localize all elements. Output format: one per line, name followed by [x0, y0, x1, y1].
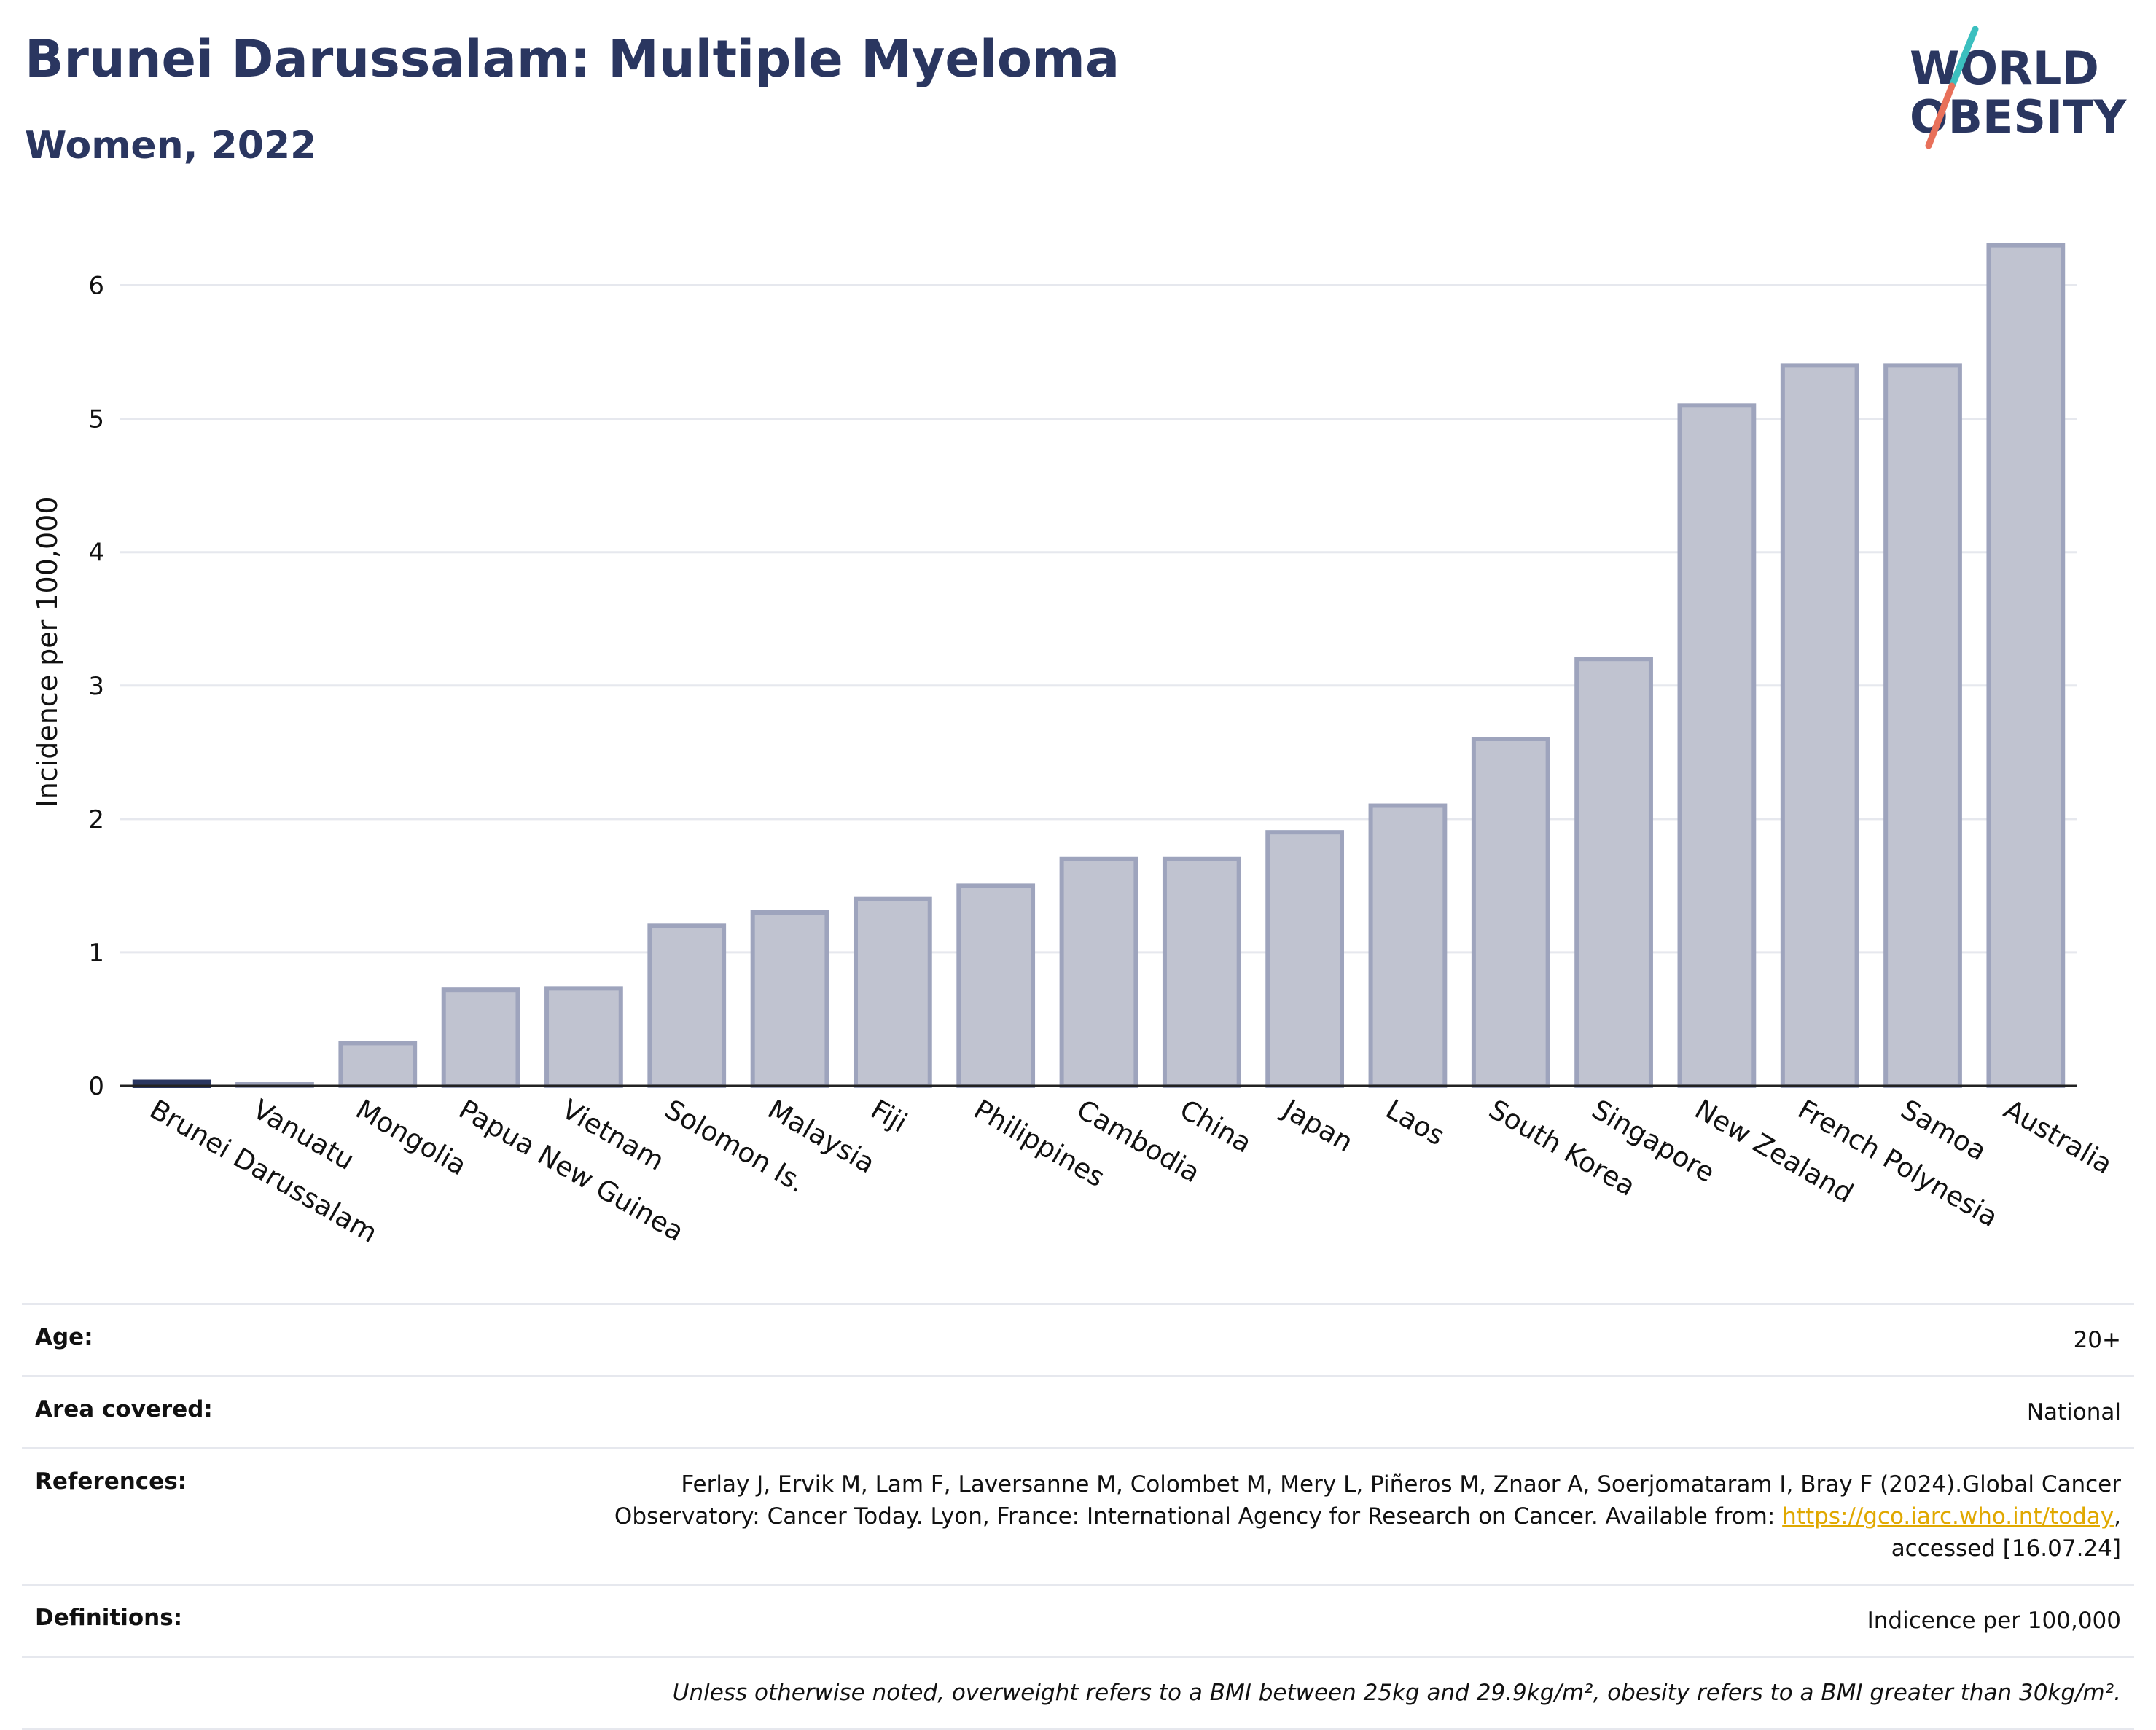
bar: [750, 910, 829, 1088]
y-tick-label: 1: [88, 939, 104, 968]
area-label: Area covered:: [35, 1396, 213, 1422]
y-tick-label: 6: [88, 272, 104, 301]
page-title: Brunei Darussalam: Multiple Myeloma: [25, 29, 1120, 89]
x-tick-label: Mongolia: [351, 1094, 472, 1182]
bar: [956, 883, 1036, 1089]
definitions-value: Indicence per 100,000: [1867, 1608, 2121, 1634]
info-row-definitions: Definitions: Indicence per 100,000: [22, 1584, 2134, 1656]
y-tick-label: 0: [88, 1072, 104, 1101]
bar: [1471, 737, 1550, 1088]
references-text-1: Ferlay J, Ervik M, Lam F, Laversanne M, …: [681, 1471, 2121, 1498]
age-label: Age:: [35, 1324, 93, 1350]
bar: [1059, 856, 1138, 1088]
references-link[interactable]: https://gco.iarc.who.int/today: [1782, 1503, 2114, 1530]
info-row-age: Age: 20+: [22, 1303, 2134, 1375]
bar: [1162, 856, 1241, 1088]
bar: [1574, 657, 1653, 1088]
y-tick-label: 2: [88, 805, 104, 834]
references-text-4: accessed [16.07.24]: [1891, 1535, 2121, 1562]
bar: [1368, 803, 1448, 1088]
info-row-references: References: Ferlay J, Ervik M, Lam F, La…: [22, 1447, 2134, 1584]
definitions-label: Definitions:: [35, 1605, 183, 1631]
references-value: Ferlay J, Ervik M, Lam F, Laversanne M, …: [614, 1468, 2121, 1565]
bar: [544, 986, 623, 1089]
x-tick-label: China: [1174, 1094, 1257, 1159]
bar: [647, 923, 727, 1088]
y-tick-label: 4: [88, 539, 104, 568]
x-tick-label: Fiji: [865, 1094, 912, 1139]
page-subtitle: Women, 2022: [25, 124, 317, 168]
x-tick-label: Australia: [1999, 1094, 2117, 1181]
bar: [1883, 363, 1962, 1088]
x-tick-label: Laos: [1380, 1094, 1450, 1152]
bmi-note: Unless otherwise noted, overweight refer…: [672, 1680, 2121, 1706]
y-tick-label: 5: [88, 405, 104, 434]
svg-text:WORLD: WORLD: [1910, 42, 2099, 95]
bar: [338, 1041, 418, 1089]
info-table: Age: 20+ Area covered: National Referenc…: [22, 1303, 2134, 1730]
world-obesity-logo: WORLD OBESITY: [1910, 26, 2127, 149]
references-label: References:: [35, 1468, 187, 1495]
x-tick-label: Japan: [1276, 1093, 1359, 1159]
info-row-area: Area covered: National: [22, 1375, 2134, 1447]
bar: [1265, 830, 1345, 1089]
bar: [1677, 403, 1757, 1088]
bar: [853, 896, 932, 1088]
y-axis-label: Incidence per 100,000: [31, 496, 63, 807]
area-value: National: [2026, 1399, 2121, 1425]
bar: [1780, 363, 1859, 1088]
references-text-3: ,: [2114, 1503, 2121, 1530]
y-tick-label: 3: [88, 672, 104, 701]
bar: [441, 987, 520, 1088]
info-row-note: Unless otherwise noted, overweight refer…: [22, 1656, 2134, 1730]
bar: [1986, 243, 2066, 1089]
references-text-2: Observatory: Cancer Today. Lyon, France:…: [614, 1503, 1783, 1530]
age-value: 20+: [2073, 1327, 2121, 1353]
